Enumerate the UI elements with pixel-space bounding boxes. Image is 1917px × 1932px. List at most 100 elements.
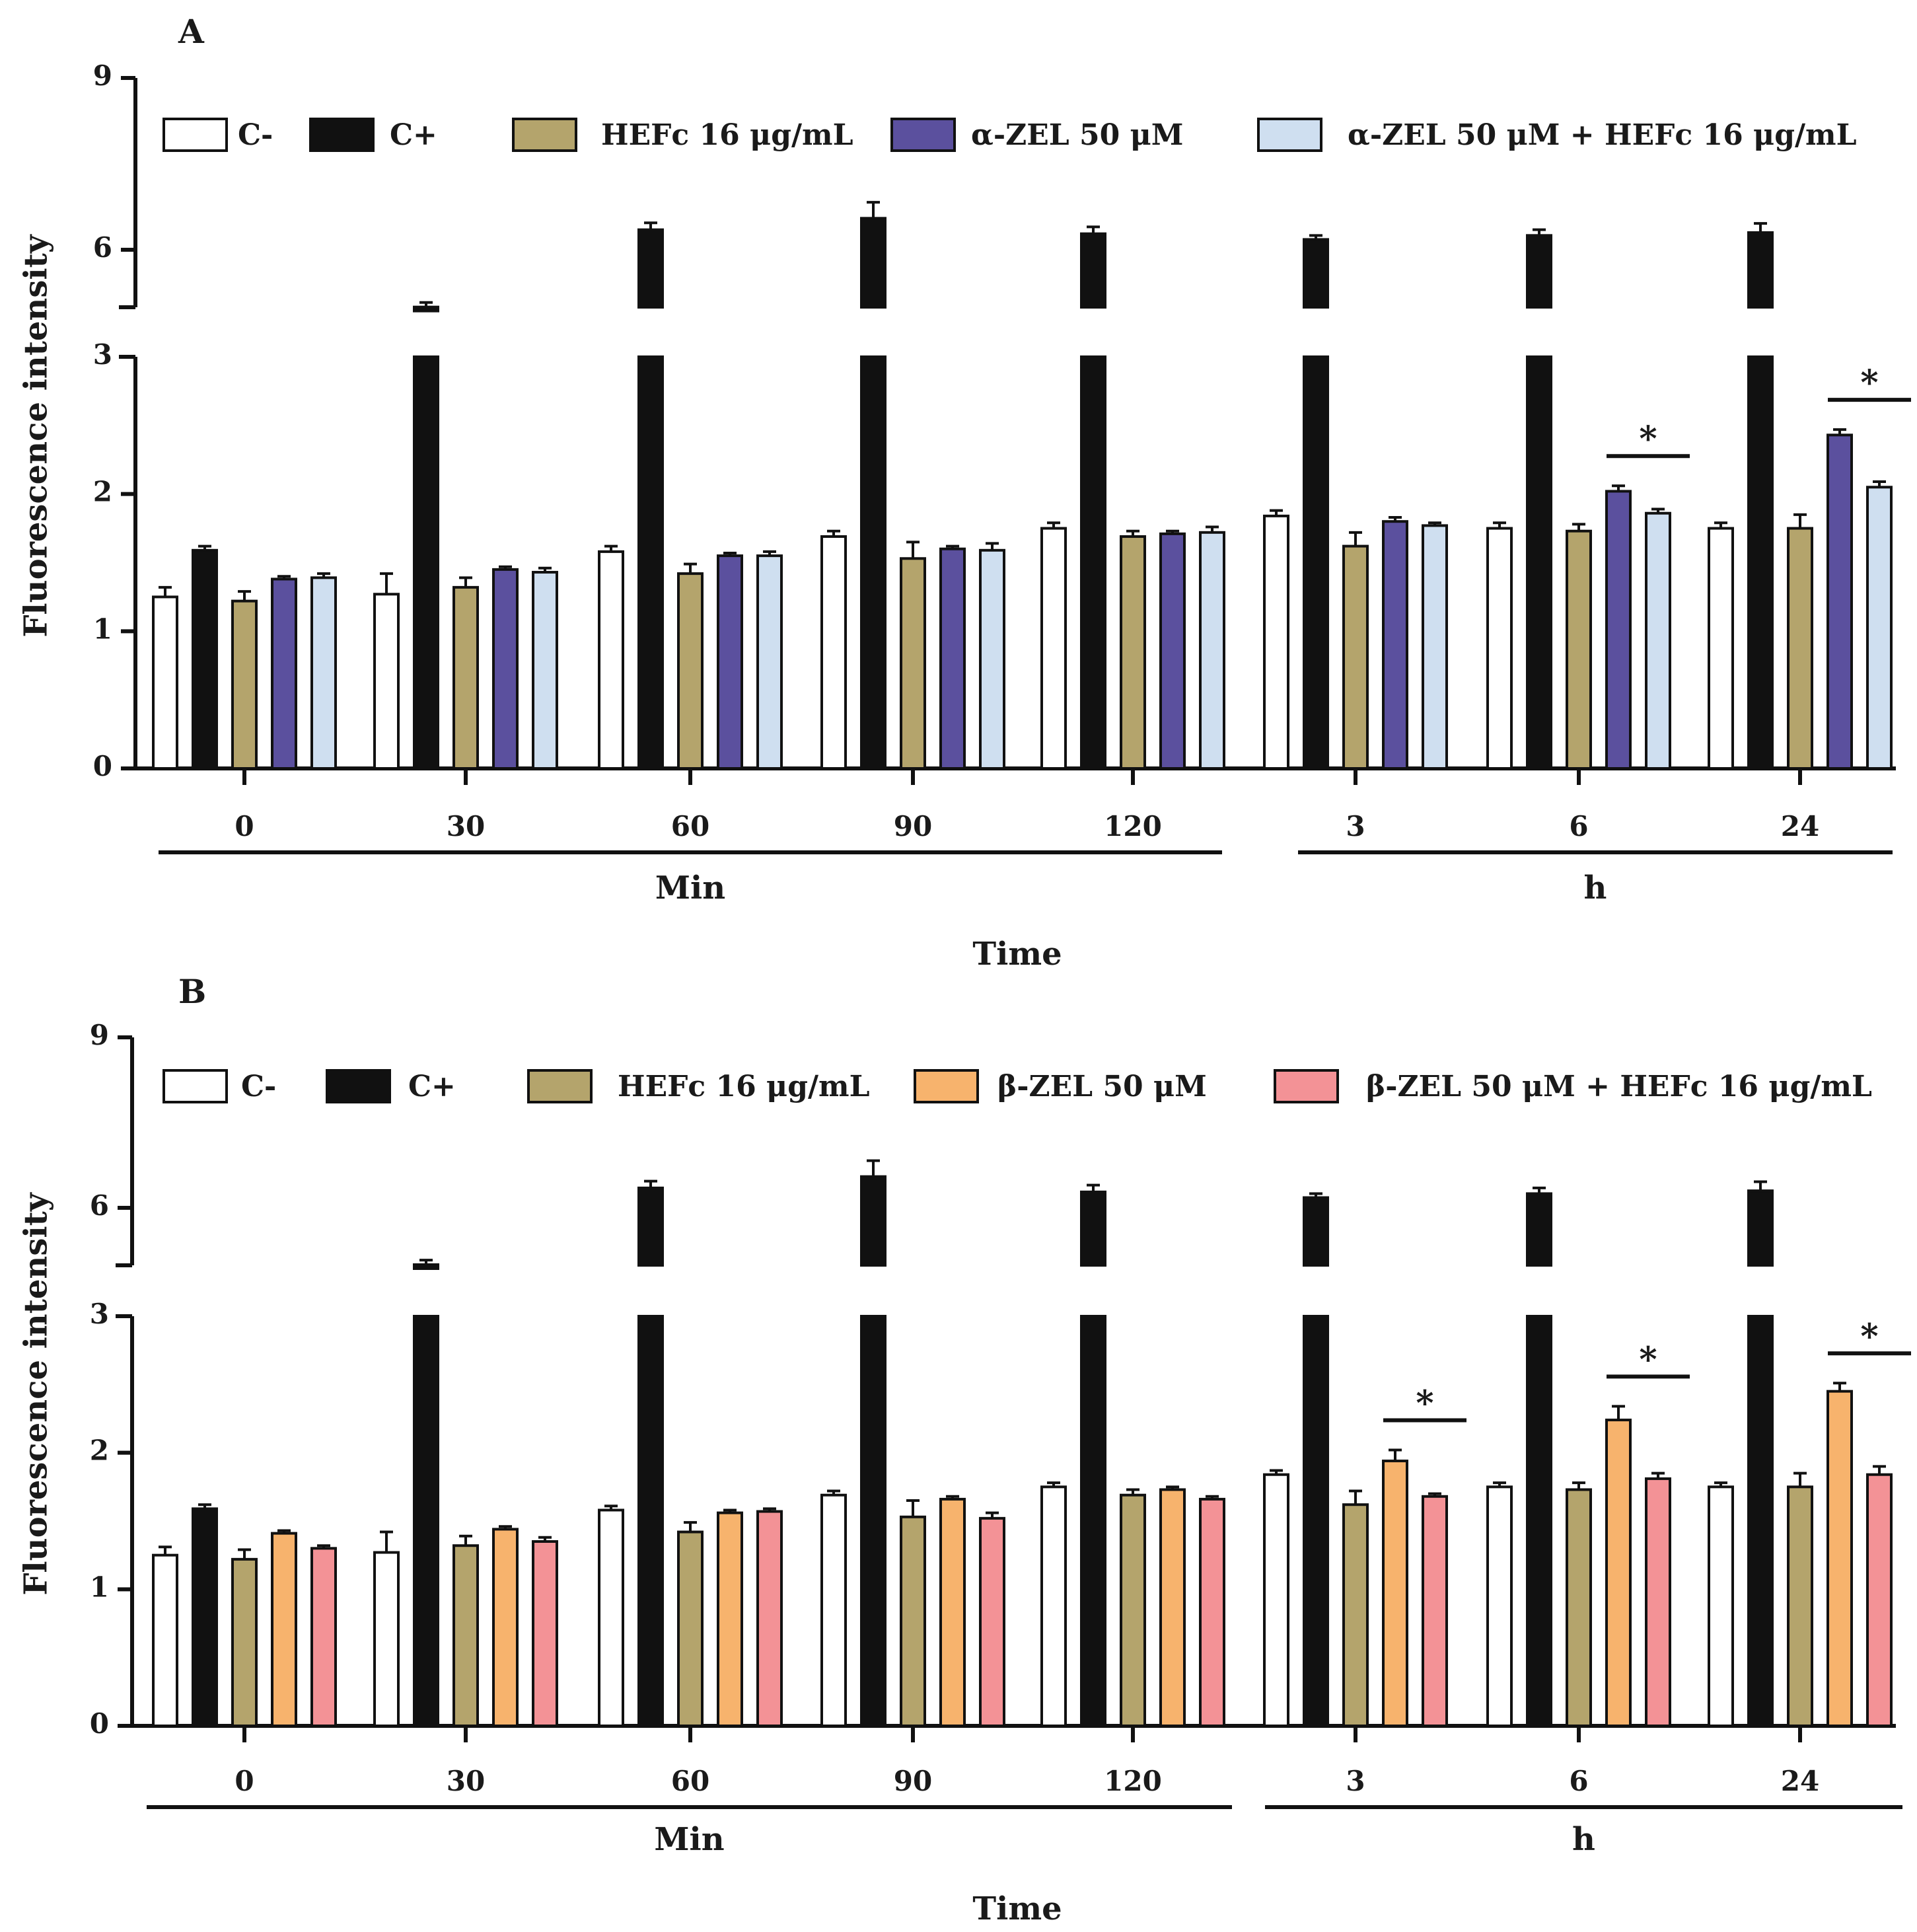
bar (1605, 490, 1632, 770)
x-tick-label: 24 (1781, 810, 1819, 842)
bar (532, 571, 558, 770)
bar (1486, 1485, 1513, 1727)
bar (1382, 1460, 1408, 1727)
legend-swatch (512, 118, 577, 152)
bar-upper (1303, 238, 1329, 309)
x-tick-label: 0 (235, 1765, 254, 1797)
bar (820, 1493, 847, 1728)
bar (373, 1551, 400, 1728)
bar-upper (637, 1186, 664, 1267)
bar (1566, 529, 1592, 770)
bar (1866, 486, 1893, 770)
group-label: h (1572, 1821, 1595, 1858)
bar (717, 1511, 743, 1728)
bar-upper (413, 1263, 439, 1270)
significance-star: * (1860, 363, 1878, 403)
bar-upper (1526, 234, 1552, 309)
bar (900, 1515, 926, 1728)
bar-upper (1526, 1192, 1552, 1267)
bar (1342, 1503, 1369, 1727)
legend-label: C- (241, 1070, 276, 1103)
y-tick-label: 6 (90, 1189, 109, 1222)
y-tick-label: 6 (93, 231, 112, 264)
bar (1120, 1493, 1146, 1728)
y-tick-label: 0 (93, 750, 112, 782)
legend-swatch (1257, 118, 1322, 152)
bar-upper (1080, 1190, 1106, 1267)
y-tick-label: 3 (90, 1298, 109, 1330)
bar (413, 355, 439, 770)
bar (373, 593, 400, 770)
x-tick-label: 30 (447, 1765, 485, 1797)
bar (1708, 1485, 1734, 1727)
y-tick-label: 2 (93, 476, 112, 508)
bar (192, 548, 218, 770)
bar (1827, 433, 1853, 770)
bar (192, 1507, 218, 1727)
bar (939, 1497, 966, 1728)
x-tick-label: 90 (894, 1765, 932, 1797)
x-tick-label: 24 (1781, 1765, 1819, 1797)
legend-swatch (1274, 1069, 1339, 1103)
bar-upper (1080, 232, 1106, 309)
significance-star: * (1416, 1384, 1433, 1424)
bar (310, 1547, 337, 1727)
x-tick-label: 60 (671, 810, 709, 842)
bar (1526, 355, 1552, 770)
bar (860, 355, 886, 770)
bar-upper (860, 1175, 886, 1267)
bar-upper (1747, 231, 1774, 309)
y-tick-label: 0 (90, 1707, 109, 1740)
bar (860, 1315, 886, 1727)
panel-letter: B (178, 972, 206, 1011)
x-tick-label: 30 (447, 810, 485, 842)
y-axis-label: Fluorescence intensity (18, 233, 55, 637)
y-tick-label: 3 (93, 338, 112, 371)
bar (1422, 524, 1448, 770)
bar (979, 1516, 1005, 1728)
bar (1120, 535, 1146, 770)
y-tick-label: 9 (90, 1019, 109, 1051)
x-tick-label: 60 (671, 1765, 709, 1797)
panel-letter: A (178, 12, 205, 51)
bar (231, 1557, 258, 1728)
bar (637, 1315, 664, 1727)
legend-label: β-ZEL 50 μM + HEFc 16 μg/mL (1366, 1070, 1872, 1103)
legend-swatch (914, 1069, 979, 1103)
bar (756, 1510, 783, 1728)
bar (1747, 1315, 1774, 1727)
bar (598, 1508, 624, 1727)
legend-swatch (309, 118, 375, 152)
bar (677, 572, 704, 770)
bar (1787, 527, 1813, 770)
y-tick-label: 1 (93, 613, 112, 645)
bar (1303, 355, 1329, 770)
y-tick-label: 1 (90, 1571, 109, 1603)
legend-label: C- (238, 118, 273, 152)
bar (1605, 1419, 1632, 1727)
bar (900, 557, 926, 770)
legend-label: C+ (390, 118, 437, 152)
bar (1040, 527, 1067, 770)
y-tick-label: 9 (93, 59, 112, 92)
legend-label: α-ZEL 50 μM + HEFc 16 μg/mL (1348, 118, 1857, 152)
bar (492, 568, 519, 770)
bar (1303, 1315, 1329, 1727)
legend-label: β-ZEL 50 μM (997, 1070, 1207, 1103)
bar (1645, 511, 1671, 770)
bar (1263, 514, 1289, 770)
x-axis-label: Time (972, 1890, 1062, 1927)
group-label: h (1584, 870, 1607, 907)
bar (1382, 520, 1408, 770)
x-tick-label: 6 (1569, 810, 1588, 842)
bar (1199, 531, 1225, 770)
legend-swatch (163, 118, 228, 152)
x-tick-label: 3 (1346, 1765, 1365, 1797)
bar (1040, 1485, 1067, 1727)
bar (1159, 532, 1186, 770)
bar (452, 1544, 479, 1727)
bar (598, 550, 624, 770)
bar (152, 595, 178, 770)
bar (452, 585, 479, 770)
bar-upper (1303, 1196, 1329, 1267)
